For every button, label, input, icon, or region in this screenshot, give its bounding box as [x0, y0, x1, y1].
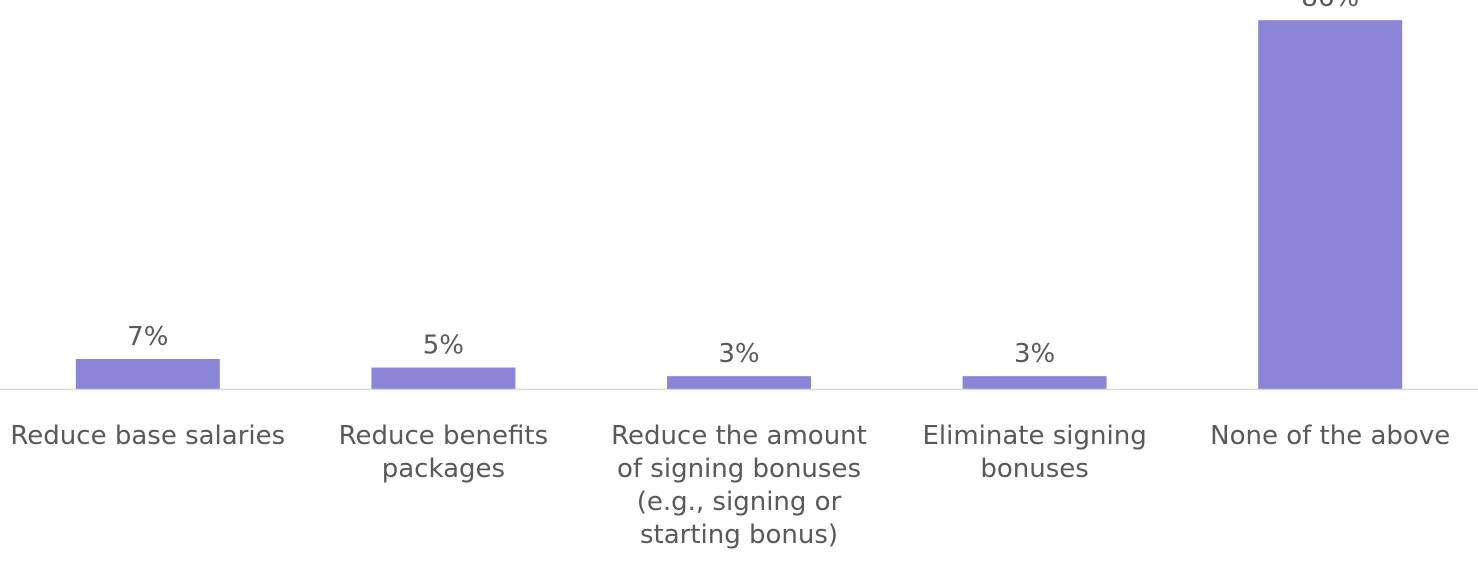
- category-label-line: Reduce the amount: [611, 421, 867, 451]
- category-label-3: Reduce the amount of signing bonuses (e.g.…: [611, 421, 867, 550]
- bar-5: [1258, 20, 1403, 390]
- category-label-line: packages: [382, 454, 505, 484]
- value-label-4: 3%: [1014, 339, 1055, 369]
- value-label-1: 7%: [127, 322, 168, 352]
- bar-2: [371, 367, 516, 389]
- category-label-line: Reduce base salaries: [10, 421, 285, 451]
- category-label-line: of signing bonuses: [617, 454, 861, 484]
- category-label-2: Reduce benefits packages: [339, 421, 549, 484]
- category-label-line: Eliminate signing: [922, 421, 1146, 451]
- value-label-5: 86%: [1301, 0, 1359, 13]
- category-label-line: starting bonus): [640, 520, 838, 550]
- value-label-2: 5%: [423, 331, 464, 361]
- bars-group: [75, 20, 1403, 390]
- category-label-line: bonuses: [980, 454, 1088, 484]
- bar-4: [962, 376, 1107, 389]
- category-labels-group: Reduce base salaries Reduce benefits packa…: [10, 421, 1450, 550]
- category-label-line: None of the above: [1210, 421, 1450, 451]
- category-label-4: Eliminate signing bonuses: [922, 421, 1146, 484]
- value-label-3: 3%: [718, 339, 759, 369]
- category-label-5: None of the above: [1210, 421, 1450, 451]
- bar-1: [75, 358, 220, 389]
- category-label-line: (e.g., signing or: [637, 487, 842, 517]
- value-labels-group: 7% 5% 3% 3% 86%: [127, 0, 1359, 369]
- bar-3: [667, 376, 811, 389]
- category-label-1: Reduce base salaries: [10, 421, 285, 451]
- category-label-line: Reduce benefits: [339, 421, 549, 451]
